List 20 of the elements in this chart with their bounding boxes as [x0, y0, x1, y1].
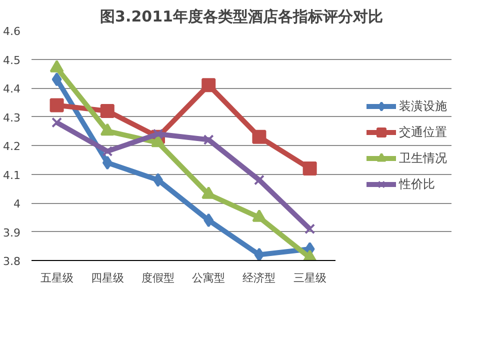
- y-tick-label: 4.1: [3, 168, 21, 182]
- y-tick-label: 4: [14, 198, 20, 210]
- x-tick-label: 度假型: [142, 272, 175, 284]
- y-tick-label: 4.3: [3, 111, 21, 124]
- y-tick-label: 3.9: [3, 226, 21, 240]
- legend-label: 性价比: [399, 176, 435, 192]
- x-tick-label: 四星级: [90, 272, 124, 284]
- x-tick-label: 公寓型: [192, 272, 226, 284]
- y-tick-label: 4.2: [3, 140, 21, 153]
- y-tick-label: 4.4: [3, 82, 21, 96]
- x-tick-label: 三星级: [293, 272, 326, 284]
- legend-label: 交通位置: [399, 124, 447, 140]
- y-tick-label: 3.8: [3, 255, 21, 268]
- x-tick-label: 经济型: [242, 272, 276, 284]
- y-tick-label: 4.6: [3, 25, 21, 38]
- y-tick-label: 4.5: [3, 54, 21, 67]
- chart-title: 图3.2011年度各类型酒店各指标评分对比: [100, 8, 383, 26]
- x-tick-label: 五星级: [40, 272, 74, 284]
- legend-label: 装潢设施: [399, 98, 447, 114]
- legend-label: 卫生情况: [399, 150, 447, 166]
